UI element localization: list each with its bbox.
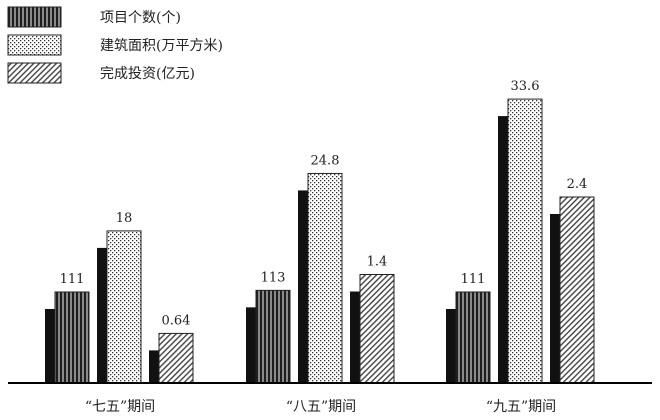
legend-item-3: 完成投资(亿元) [7, 62, 195, 84]
category-labels: “七五”期间 “八五”期间 “九五”期间 [85, 399, 556, 415]
category-label: “八五”期间 [286, 399, 356, 415]
bar-2-3 [350, 274, 395, 384]
data-label: 1.4 [367, 255, 388, 270]
data-label: 24.8 [311, 153, 340, 168]
bar-2-2 [298, 172, 343, 384]
data-label: 2.4 [567, 177, 588, 192]
data-label: 18 [116, 211, 133, 226]
bar-1-1 [45, 291, 90, 384]
data-label: 111 [60, 272, 85, 287]
data-label: 113 [261, 270, 286, 285]
bar-3-2 [498, 98, 543, 384]
data-label: 111 [461, 272, 486, 287]
bar-3-1 [446, 291, 491, 384]
legend-swatch [7, 6, 62, 28]
data-label: 33.6 [511, 79, 540, 94]
category-label: “九五”期间 [486, 399, 556, 415]
legend-label: 完成投资(亿元) [100, 66, 195, 82]
bar-1-3 [149, 332, 194, 384]
legend-swatch [7, 34, 62, 56]
legend-item-2: 建筑面积(万平方米) [7, 34, 223, 56]
data-labels: 111 18 0.64 113 24.8 1.4 111 33.6 2.4 [60, 79, 588, 328]
bar-3-3 [550, 196, 595, 384]
category-label: “七五”期间 [85, 399, 155, 415]
legend-label: 项目个数(个) [100, 10, 181, 26]
legend: 项目个数(个) 建筑面积(万平方米) 完成投资(亿元) [7, 6, 223, 84]
legend-label: 建筑面积(万平方米) [100, 38, 223, 54]
bar-1-2 [97, 230, 142, 384]
data-label: 0.64 [162, 313, 191, 328]
legend-item-1: 项目个数(个) [7, 6, 181, 28]
bar-2-1 [246, 289, 291, 384]
legend-swatch [7, 62, 62, 84]
bars [45, 98, 595, 384]
